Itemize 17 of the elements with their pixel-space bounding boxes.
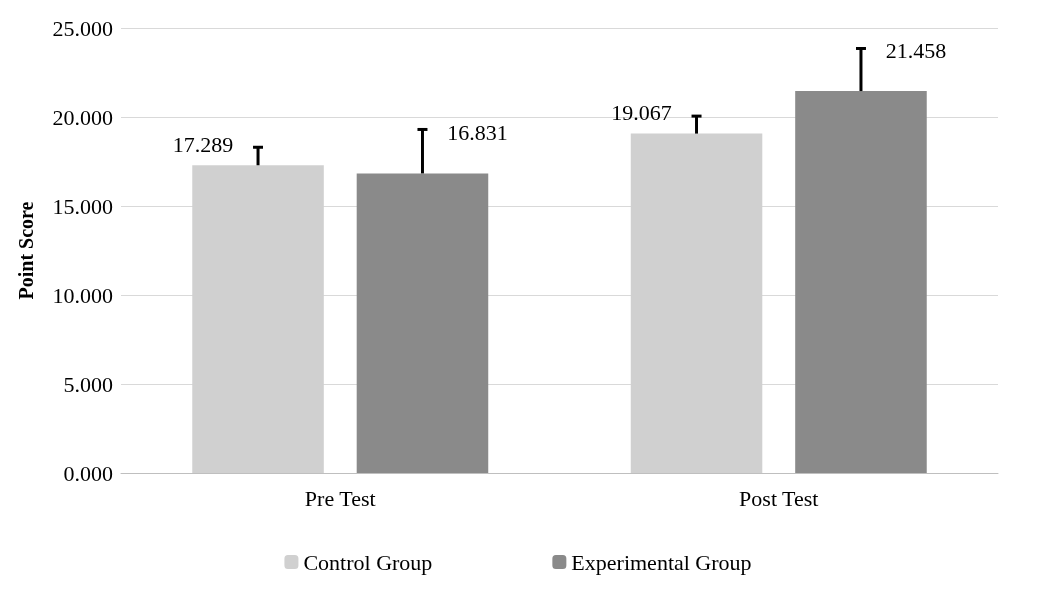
legend-label: Control Group bbox=[303, 549, 433, 575]
y-tick-label: 25.000 bbox=[52, 15, 113, 41]
y-tick-label: 0.000 bbox=[63, 460, 113, 486]
data-label: 19.067 bbox=[611, 100, 672, 126]
data-label: 21.458 bbox=[885, 37, 947, 63]
legend-label: Experimental Group bbox=[571, 549, 752, 575]
y-tick-label: 10.000 bbox=[52, 282, 113, 308]
y-tick-label: 20.000 bbox=[52, 104, 113, 130]
x-tick-label: Pre Test bbox=[304, 485, 376, 511]
data-label: 16.831 bbox=[447, 119, 508, 145]
bar bbox=[356, 173, 489, 473]
x-tick-label: Post Test bbox=[739, 485, 819, 511]
y-tick-label: 15.000 bbox=[52, 193, 113, 219]
y-axis-title: Point Score bbox=[15, 201, 37, 300]
y-tick-label: 5.000 bbox=[63, 371, 113, 397]
data-label: 17.289 bbox=[172, 131, 234, 157]
bar bbox=[795, 91, 927, 473]
